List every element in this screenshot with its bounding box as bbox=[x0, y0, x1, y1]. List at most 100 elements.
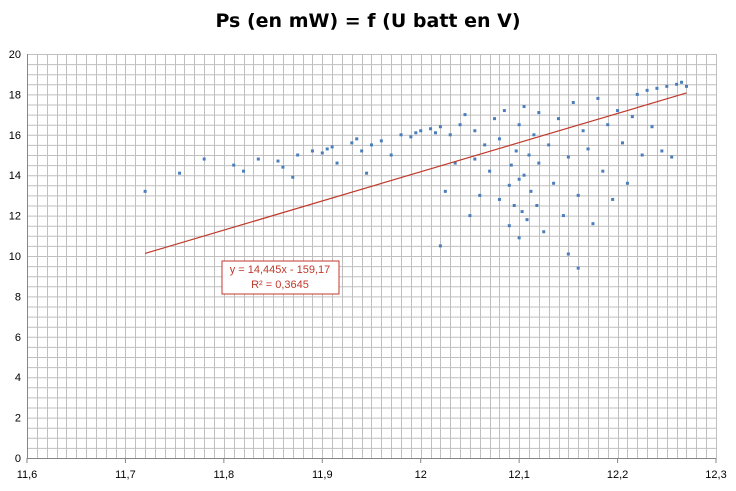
trendline-r2: R² = 0,3645 bbox=[251, 279, 309, 291]
data-point bbox=[507, 183, 511, 187]
trendline-equation-box bbox=[221, 260, 340, 295]
x-tick-label: 11,6 bbox=[17, 469, 38, 481]
data-point bbox=[493, 117, 497, 121]
data-point bbox=[527, 153, 531, 157]
data-point bbox=[399, 133, 403, 137]
data-point bbox=[529, 189, 533, 193]
data-point bbox=[242, 169, 246, 173]
data-point bbox=[414, 131, 418, 135]
data-point bbox=[468, 214, 472, 218]
data-point bbox=[542, 230, 546, 234]
data-point bbox=[601, 169, 605, 173]
data-point bbox=[517, 177, 521, 181]
data-point bbox=[670, 155, 674, 159]
data-point bbox=[497, 137, 501, 141]
data-point bbox=[514, 149, 518, 153]
data-point bbox=[650, 125, 654, 129]
data-point bbox=[370, 143, 373, 147]
data-point bbox=[520, 210, 524, 214]
data-point bbox=[596, 96, 600, 100]
data-point bbox=[655, 86, 659, 90]
data-point bbox=[473, 157, 477, 161]
data-point bbox=[360, 149, 364, 153]
data-point bbox=[547, 143, 551, 147]
data-point bbox=[276, 159, 280, 163]
axes: 0 2 4 6 8 10 12 14 16 18 20 11,6 11,7 11,8 11,9 12 12,1 1… bbox=[9, 49, 727, 481]
data-point bbox=[473, 129, 477, 133]
data-point bbox=[591, 222, 595, 226]
data-point bbox=[350, 141, 354, 145]
data-point bbox=[443, 189, 447, 193]
data-point bbox=[497, 197, 501, 201]
data-point bbox=[143, 189, 147, 193]
data-point bbox=[202, 157, 206, 161]
data-point bbox=[438, 125, 442, 129]
trendline bbox=[144, 92, 687, 255]
y-tick-label: 14 bbox=[9, 170, 21, 182]
data-point bbox=[291, 175, 295, 179]
x-tick-label: 12,3 bbox=[705, 469, 726, 481]
y-tick-label: 16 bbox=[9, 130, 21, 142]
data-point bbox=[517, 123, 521, 127]
data-point bbox=[635, 92, 639, 96]
x-tick-label: 11,8 bbox=[214, 469, 235, 481]
data-point bbox=[325, 147, 329, 151]
data-point bbox=[232, 163, 236, 167]
data-point bbox=[561, 214, 565, 218]
data-point bbox=[453, 161, 457, 165]
data-point bbox=[611, 197, 615, 201]
data-point bbox=[296, 153, 300, 157]
data-point bbox=[630, 115, 634, 119]
data-point bbox=[576, 193, 580, 197]
y-tick-label: 20 bbox=[9, 49, 21, 61]
data-point bbox=[458, 123, 462, 127]
data-point bbox=[281, 165, 285, 169]
data-point bbox=[433, 131, 437, 135]
x-tick-label: 12,2 bbox=[607, 469, 628, 481]
data-point bbox=[620, 141, 624, 145]
data-point bbox=[502, 109, 506, 113]
data-point bbox=[256, 157, 260, 161]
grid bbox=[27, 54, 717, 459]
y-tick-label: 2 bbox=[15, 413, 21, 425]
data-point bbox=[581, 129, 585, 133]
data-point bbox=[537, 161, 541, 165]
data-point bbox=[448, 133, 452, 137]
trendline-equation: y = 14,445x - 159,17 bbox=[230, 264, 331, 276]
data-point bbox=[586, 147, 590, 151]
data-point bbox=[616, 109, 620, 113]
data-point bbox=[680, 80, 684, 84]
data-point bbox=[429, 127, 433, 131]
data-point bbox=[478, 193, 482, 197]
data-point bbox=[625, 181, 629, 185]
data-point bbox=[438, 244, 442, 248]
data-point bbox=[675, 82, 679, 86]
data-point bbox=[525, 218, 529, 222]
data-point bbox=[640, 153, 644, 157]
data-point bbox=[379, 139, 383, 143]
data-point bbox=[507, 224, 511, 228]
y-tick-label: 10 bbox=[9, 251, 21, 263]
data-point bbox=[606, 123, 610, 127]
x-tick-label: 12 bbox=[415, 469, 427, 481]
data-point bbox=[645, 88, 649, 92]
data-point bbox=[330, 145, 334, 149]
data-point bbox=[463, 113, 467, 117]
data-point bbox=[320, 151, 324, 155]
data-point bbox=[684, 84, 688, 88]
x-tick-label: 11,9 bbox=[312, 469, 333, 481]
data-point bbox=[178, 171, 182, 175]
data-point bbox=[522, 105, 526, 109]
chart-title: Ps (en mW) = f (U batt en V) bbox=[215, 10, 521, 32]
data-point bbox=[355, 137, 359, 141]
data-points bbox=[143, 80, 688, 270]
data-point bbox=[576, 266, 580, 270]
data-point bbox=[566, 252, 570, 256]
y-tick-label: 4 bbox=[15, 372, 21, 384]
data-point bbox=[571, 100, 575, 104]
data-point bbox=[532, 133, 536, 137]
data-point bbox=[660, 149, 664, 153]
data-point bbox=[535, 204, 539, 207]
